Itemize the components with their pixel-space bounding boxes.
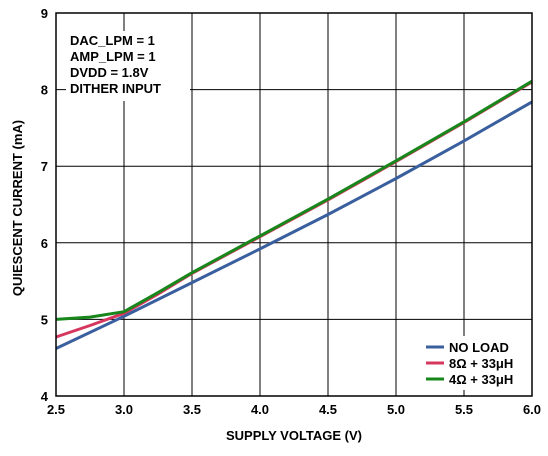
annotation-line: DVDD = 1.8V <box>70 65 149 80</box>
annotation-background <box>66 31 190 101</box>
x-tick-label: 2.5 <box>47 402 65 417</box>
y-tick-label: 5 <box>41 312 48 327</box>
series-line <box>55 100 533 350</box>
y-axis-title: QUIESCENT CURRENT (mA) <box>10 120 25 296</box>
x-tick-label: 5.0 <box>387 402 405 417</box>
series-line <box>55 79 533 321</box>
y-tick-label: 4 <box>41 389 49 404</box>
series-lines <box>55 79 533 350</box>
plot-frame <box>55 12 533 397</box>
plot-border <box>55 12 533 397</box>
x-tick-label: 6.0 <box>523 402 541 417</box>
x-tick-label: 3.0 <box>115 402 133 417</box>
x-axis-title: SUPPLY VOLTAGE (V) <box>226 428 362 443</box>
y-tick-label: 7 <box>41 159 48 174</box>
annotation-line: AMP_LPM = 1 <box>70 49 156 64</box>
conditions-annotation: DAC_LPM = 1 AMP_LPM = 1 DVDD = 1.8V DITH… <box>66 31 190 101</box>
annotation-line: DITHER INPUT <box>70 81 161 96</box>
legend: NO LOAD 8Ω + 33μH 4Ω + 33μH <box>420 336 530 390</box>
x-tick-label: 4.0 <box>251 402 269 417</box>
y-tick-label: 8 <box>41 83 48 98</box>
series-line <box>55 80 533 339</box>
x-tick-label: 5.5 <box>455 402 473 417</box>
y-tick-label: 9 <box>41 6 48 21</box>
legend-label: 8Ω + 33μH <box>449 356 513 371</box>
x-tick-label: 3.5 <box>183 402 201 417</box>
y-tick-label: 6 <box>41 236 48 251</box>
annotation-line: DAC_LPM = 1 <box>70 33 155 48</box>
x-tick-label: 4.5 <box>319 402 337 417</box>
grid <box>56 13 532 396</box>
tick-labels: 2.5 3.0 3.5 4.0 4.5 5.0 5.5 6.0 4 5 6 7 8 9 <box>41 6 541 417</box>
legend-label: 4Ω + 33μH <box>449 372 513 387</box>
legend-label: NO LOAD <box>449 340 509 355</box>
